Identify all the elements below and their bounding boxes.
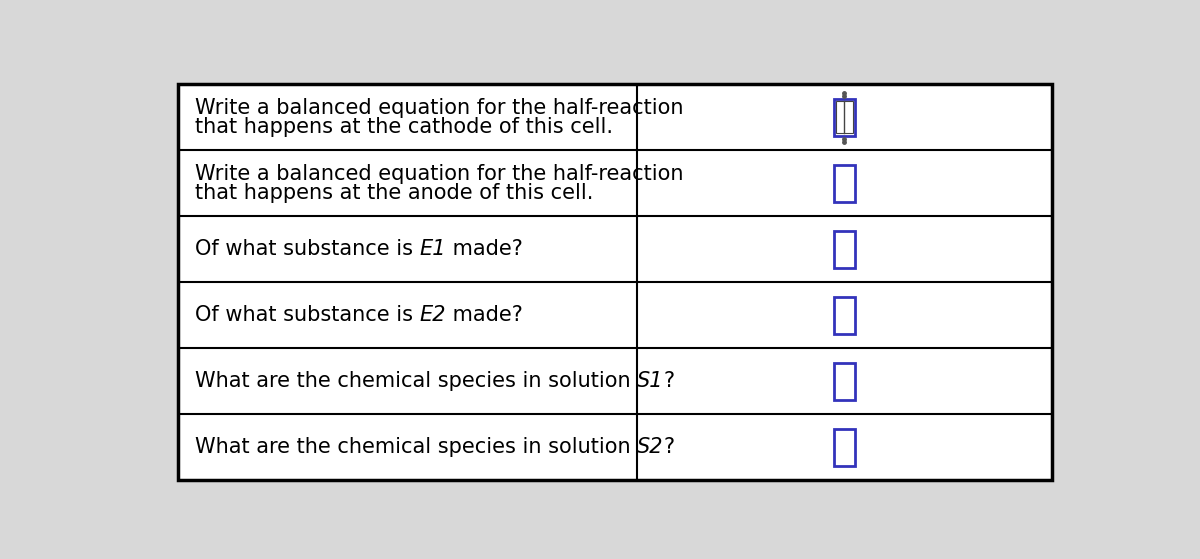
Text: What are the chemical species in solution: What are the chemical species in solutio…: [194, 371, 637, 391]
Bar: [834, 99, 856, 136]
Bar: [836, 101, 853, 134]
Text: E1: E1: [419, 239, 445, 259]
Text: Write a balanced equation for the half-reaction: Write a balanced equation for the half-r…: [194, 164, 683, 184]
Text: made?: made?: [445, 305, 523, 325]
Text: S2: S2: [637, 437, 664, 457]
Text: Of what substance is: Of what substance is: [194, 305, 419, 325]
Text: Write a balanced equation for the half-reaction: Write a balanced equation for the half-r…: [194, 98, 683, 118]
Text: ?: ?: [664, 371, 674, 391]
Bar: [834, 231, 856, 268]
Bar: [834, 363, 856, 400]
Text: E2: E2: [419, 305, 445, 325]
Text: Of what substance is: Of what substance is: [194, 239, 419, 259]
Text: that happens at the anode of this cell.: that happens at the anode of this cell.: [194, 183, 593, 203]
Text: S1: S1: [637, 371, 664, 391]
Text: made?: made?: [445, 239, 523, 259]
Text: What are the chemical species in solution: What are the chemical species in solutio…: [194, 437, 637, 457]
Bar: [834, 429, 856, 466]
Bar: [834, 297, 856, 334]
Bar: [834, 165, 856, 202]
Text: that happens at the cathode of this cell.: that happens at the cathode of this cell…: [194, 117, 613, 137]
Text: ?: ?: [664, 437, 674, 457]
